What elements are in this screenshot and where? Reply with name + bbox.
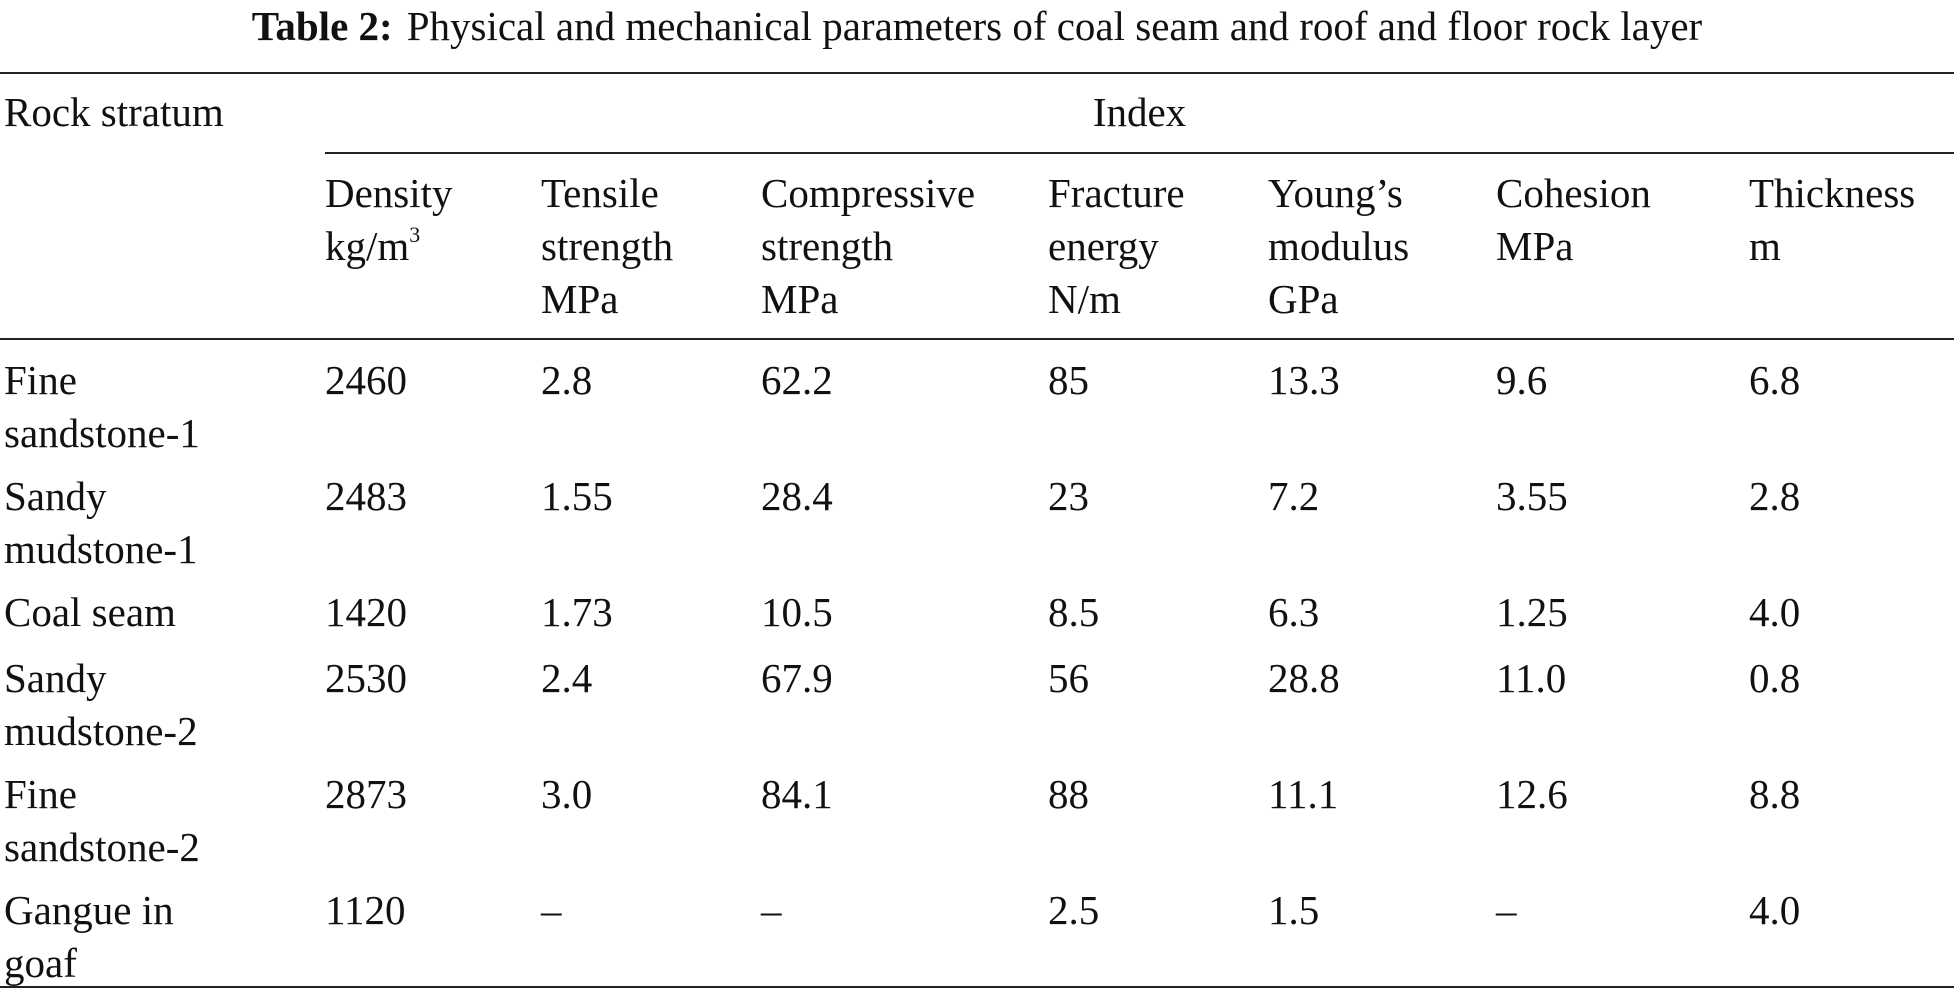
column-header-line: Compressive [761,170,976,216]
row-label: Fine sandstone-1 [4,354,200,460]
column-header-density: Density kg/m3 [325,167,453,273]
column-header-line: Young’s [1268,170,1403,216]
column-header-thickness: Thickness m [1749,167,1915,273]
column-header-line: MPa [541,276,619,322]
row-header-label: Rock stratum [4,89,224,135]
table-cell-tensile-strength: 3.0 [541,771,593,817]
column-header-line: MPa [1496,223,1574,269]
column-header-line: Tensile [541,170,659,216]
row-label: Sandy mudstone-1 [4,470,198,576]
row-label-line: Fine [4,771,77,817]
column-header-compressive-strength: Compressive strength MPa [761,167,975,326]
table-top-rule [0,72,1954,74]
table-cell-fracture-energy: 8.5 [1048,589,1100,635]
table-cell-youngs-modulus: 6.3 [1268,589,1320,635]
column-header-cohesion: Cohesion MPa [1496,167,1651,273]
row-label-line: sandstone-1 [4,410,200,456]
table-cell-density: 1420 [325,589,407,635]
table-cell-fracture-energy: 88 [1048,771,1089,817]
table-cell-compressive-strength: 10.5 [761,589,833,635]
table-cell-density: 1120 [325,887,406,933]
row-label-line: Coal seam [4,589,176,635]
table-cell-thickness: 4.0 [1749,887,1801,933]
column-header-line: energy [1048,223,1159,269]
table-cell-compressive-strength: – [761,887,782,933]
table-cell-youngs-modulus: 1.5 [1268,887,1320,933]
column-header-tensile-strength: Tensile strength MPa [541,167,673,326]
table-cell-fracture-energy: 56 [1048,655,1089,701]
table-cell-compressive-strength: 28.4 [761,473,833,519]
table-cell-thickness: 4.0 [1749,589,1801,635]
column-header-line: Fracture [1048,170,1185,216]
row-label-line: mudstone-1 [4,526,198,572]
row-label-line: goaf [4,940,77,986]
table-caption-text: Physical and mechanical parameters of co… [406,3,1703,49]
row-label: Sandy mudstone-2 [4,652,198,758]
row-label: Fine sandstone-2 [4,768,200,874]
table-cell-compressive-strength: 67.9 [761,655,833,701]
column-header-line: strength [761,223,894,269]
table-cell-tensile-strength: 1.55 [541,473,613,519]
table-cell-youngs-modulus: 28.8 [1268,655,1340,701]
table-cell-density: 2873 [325,771,407,817]
column-header-line: Cohesion [1496,170,1651,216]
row-label-line: Fine [4,357,77,403]
row-label-line: mudstone-2 [4,708,198,754]
table-cell-cohesion: 9.6 [1496,357,1548,403]
table-cell-thickness: 8.8 [1749,771,1801,817]
table-cell-compressive-strength: 62.2 [761,357,833,403]
table-caption-label: Table 2: [251,3,393,49]
table-cell-thickness: 0.8 [1749,655,1801,701]
table-caption: Table 2: Physical and mechanical paramete… [0,2,1954,50]
table-cell-youngs-modulus: 7.2 [1268,473,1320,519]
table-cell-tensile-strength: 1.73 [541,589,613,635]
unit-superscript: 3 [409,222,421,247]
row-label: Gangue in goaf [4,884,174,990]
table-cell-density: 2483 [325,473,407,519]
table-cell-tensile-strength: 2.4 [541,655,593,701]
column-header-line: kg/m3 [325,222,421,269]
column-header-line: Density [325,170,453,216]
table-cell-cohesion: 3.55 [1496,473,1568,519]
column-header-line: MPa [761,276,839,322]
column-header-line: N/m [1048,276,1121,322]
row-label-line: Gangue in [4,887,174,933]
header-bottom-rule [0,338,1954,340]
table-cell-compressive-strength: 84.1 [761,771,833,817]
table-cell-density: 2460 [325,357,407,403]
column-header-youngs-modulus: Young’s modulus GPa [1268,167,1409,326]
row-label-line: Sandy [4,655,107,701]
table-bottom-rule [0,986,1954,988]
table-cell-cohesion: – [1496,887,1517,933]
table-cell-cohesion: 1.25 [1496,589,1568,635]
table-cell-fracture-energy: 85 [1048,357,1089,403]
column-header-line: modulus [1268,223,1410,269]
row-label-line: Sandy [4,473,107,519]
table-cell-thickness: 6.8 [1749,357,1801,403]
column-header-fracture-energy: Fracture energy N/m [1048,167,1185,326]
index-group-rule [325,152,1954,154]
row-label-line: sandstone-2 [4,824,200,870]
table-cell-density: 2530 [325,655,407,701]
row-label: Coal seam [4,586,176,639]
index-group-header: Index [1092,89,1187,135]
table-cell-thickness: 2.8 [1749,473,1801,519]
table-cell-youngs-modulus: 11.1 [1268,771,1339,817]
column-header-line: strength [541,223,674,269]
table-cell-fracture-energy: 2.5 [1048,887,1100,933]
table-cell-cohesion: 12.6 [1496,771,1568,817]
table-cell-tensile-strength: 2.8 [541,357,593,403]
column-header-line: m [1749,223,1781,269]
table-cell-cohesion: 11.0 [1496,655,1567,701]
table-cell-youngs-modulus: 13.3 [1268,357,1340,403]
column-header-line: GPa [1268,276,1339,322]
table-cell-tensile-strength: – [541,887,562,933]
column-header-line: Thickness [1749,170,1916,216]
table-cell-fracture-energy: 23 [1048,473,1089,519]
